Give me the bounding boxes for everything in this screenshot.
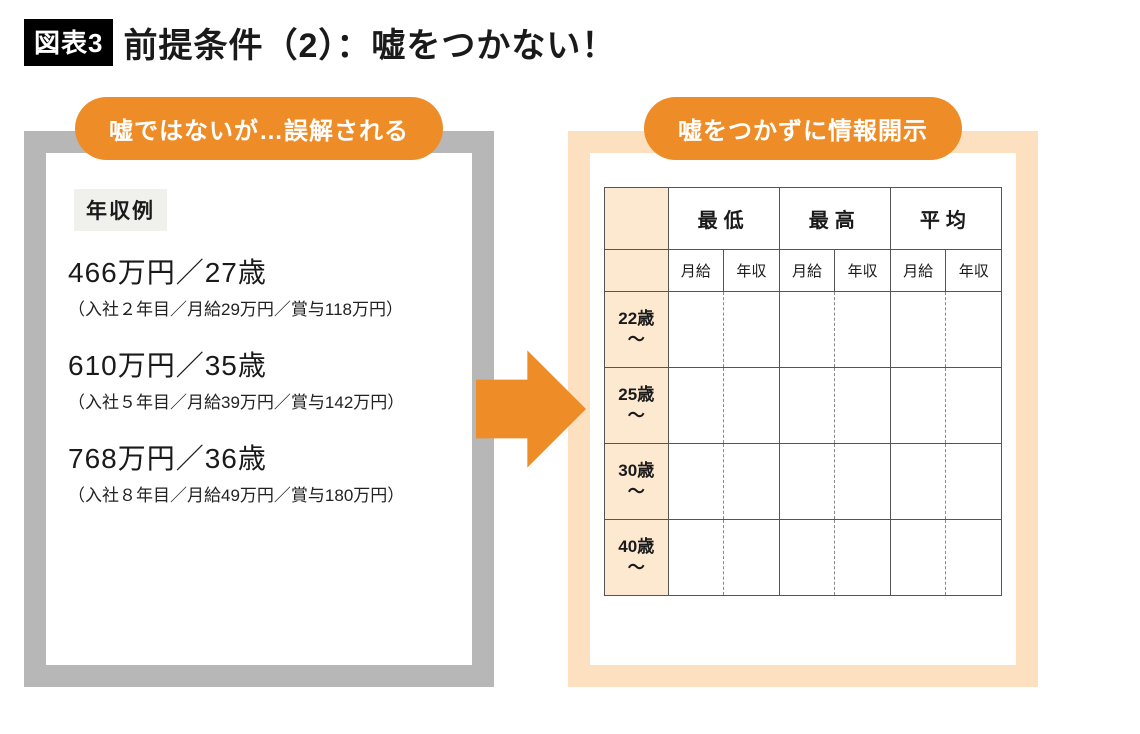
right-panel: 嘘をつかずに情報開示 最低 最高 平均 月給 年収 bbox=[568, 97, 1038, 687]
table-cell bbox=[724, 444, 780, 520]
table-cell bbox=[779, 520, 835, 596]
left-panel-pill: 嘘ではないが…誤解される bbox=[75, 97, 443, 160]
col-sub-monthly: 月給 bbox=[890, 250, 946, 292]
right-panel-inner: 最低 最高 平均 月給 年収 月給 年収 月給 年収 22歳～ bbox=[590, 153, 1016, 665]
col-sub-annual: 年収 bbox=[724, 250, 780, 292]
left-panel: 嘘ではないが…誤解される 年収例 466万円／27歳 （入社２年目／月給29万円… bbox=[24, 97, 494, 687]
table-cell bbox=[890, 292, 946, 368]
salary-example-main: 610万円／35歳 bbox=[68, 344, 450, 384]
table-corner bbox=[605, 250, 669, 292]
table-cell bbox=[668, 368, 724, 444]
col-group-min: 最低 bbox=[668, 188, 779, 250]
table-cell bbox=[946, 368, 1002, 444]
col-group-max: 最高 bbox=[779, 188, 890, 250]
table-cell bbox=[779, 292, 835, 368]
table-cell bbox=[668, 520, 724, 596]
table-row: 月給 年収 月給 年収 月給 年収 bbox=[605, 250, 1002, 292]
arrow-icon bbox=[476, 329, 586, 489]
table-cell bbox=[724, 292, 780, 368]
col-group-avg: 平均 bbox=[890, 188, 1001, 250]
table-cell bbox=[946, 520, 1002, 596]
arrow-svg bbox=[476, 329, 586, 489]
salary-example-sub: （入社２年目／月給29万円／賞与118万円） bbox=[68, 295, 450, 320]
table-cell bbox=[668, 292, 724, 368]
table-cell bbox=[890, 444, 946, 520]
col-sub-annual: 年収 bbox=[946, 250, 1002, 292]
table-cell bbox=[724, 368, 780, 444]
header: 図表3 前提条件（2）：嘘をつかない！ bbox=[24, 18, 1116, 67]
table-cell bbox=[890, 368, 946, 444]
salary-example-tag: 年収例 bbox=[74, 189, 167, 231]
left-panel-inner: 年収例 466万円／27歳 （入社２年目／月給29万円／賞与118万円） 610… bbox=[46, 153, 472, 665]
salary-example-main: 466万円／27歳 bbox=[68, 251, 450, 291]
table-cell bbox=[835, 444, 891, 520]
table-cell bbox=[890, 520, 946, 596]
salary-example: 768万円／36歳 （入社８年目／月給49万円／賞与180万円） bbox=[68, 437, 450, 506]
row-head-30: 30歳～ bbox=[605, 444, 669, 520]
table-row: 30歳～ bbox=[605, 444, 1002, 520]
right-panel-pill: 嘘をつかずに情報開示 bbox=[644, 97, 962, 160]
content-row: 嘘ではないが…誤解される 年収例 466万円／27歳 （入社２年目／月給29万円… bbox=[24, 97, 1116, 687]
salary-example-sub: （入社８年目／月給49万円／賞与180万円） bbox=[68, 481, 450, 506]
table-corner bbox=[605, 188, 669, 250]
table-cell bbox=[724, 520, 780, 596]
table-row: 22歳～ bbox=[605, 292, 1002, 368]
row-head-22: 22歳～ bbox=[605, 292, 669, 368]
col-sub-monthly: 月給 bbox=[668, 250, 724, 292]
table-cell bbox=[779, 444, 835, 520]
row-head-40: 40歳～ bbox=[605, 520, 669, 596]
table-cell bbox=[835, 292, 891, 368]
salary-example: 610万円／35歳 （入社５年目／月給39万円／賞与142万円） bbox=[68, 344, 450, 413]
table-cell bbox=[835, 520, 891, 596]
salary-table: 最低 最高 平均 月給 年収 月給 年収 月給 年収 22歳～ bbox=[604, 187, 1002, 596]
table-row: 25歳～ bbox=[605, 368, 1002, 444]
table-cell bbox=[946, 292, 1002, 368]
table-cell bbox=[779, 368, 835, 444]
row-head-label: 22歳～ bbox=[618, 309, 654, 348]
salary-example-sub: （入社５年目／月給39万円／賞与142万円） bbox=[68, 388, 450, 413]
page-title: 前提条件（2）：嘘をつかない！ bbox=[123, 18, 616, 67]
col-sub-monthly: 月給 bbox=[779, 250, 835, 292]
table-cell bbox=[668, 444, 724, 520]
figure-badge: 図表3 bbox=[24, 19, 113, 66]
table-row: 40歳～ bbox=[605, 520, 1002, 596]
table-cell bbox=[946, 444, 1002, 520]
row-head-label: 25歳～ bbox=[618, 385, 654, 424]
col-sub-annual: 年収 bbox=[835, 250, 891, 292]
row-head-label: 40歳～ bbox=[618, 537, 654, 576]
table-cell bbox=[835, 368, 891, 444]
salary-example-main: 768万円／36歳 bbox=[68, 437, 450, 477]
salary-example: 466万円／27歳 （入社２年目／月給29万円／賞与118万円） bbox=[68, 251, 450, 320]
row-head-label: 30歳～ bbox=[618, 461, 654, 500]
table-row: 最低 最高 平均 bbox=[605, 188, 1002, 250]
row-head-25: 25歳～ bbox=[605, 368, 669, 444]
